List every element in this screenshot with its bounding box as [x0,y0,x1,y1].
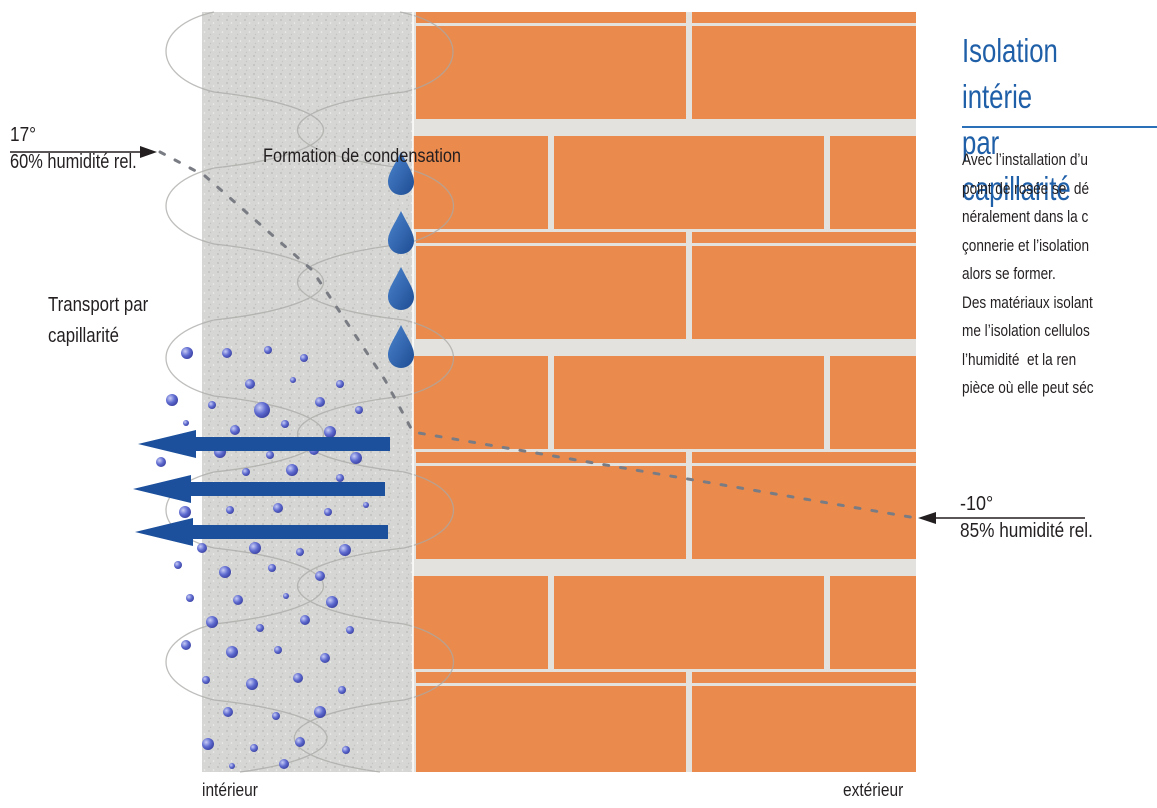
body-line: néralement dans la c [962,207,1089,226]
outside-humidity: 85% humidité rel. [960,520,1093,542]
dew-point-line [158,150,918,520]
moisture-bubble [286,464,298,476]
left-arrow-icon [138,430,390,458]
moisture-bubble [242,468,250,476]
moisture-bubble [300,354,308,362]
moisture-bubble [202,676,210,684]
panel-body: Avec l’installation d’u point de rosée s… [962,146,1094,403]
moisture-bubble [246,678,258,690]
moisture-bubble [279,759,289,769]
moisture-bubble [274,646,282,654]
body-line: çonnerie et l’isolation [962,235,1090,255]
insulation-fiber-loops [165,11,455,773]
moisture-bubble [174,561,182,569]
moisture-bubble [350,452,362,464]
panel-title-line: Isolation intérie [962,32,1058,115]
moisture-bubble [363,502,369,508]
panel-title-line: par capillarité [962,124,1071,207]
moisture-bubble [336,380,344,388]
moisture-bubble [226,506,234,514]
moisture-bubble [197,543,207,553]
moisture-bubble [222,348,232,358]
moisture-bubble [156,457,166,467]
moisture-bubbles [156,346,369,769]
moisture-bubble [181,640,191,650]
moisture-bubble [183,420,189,426]
body-line: me l’isolation cellulos [962,321,1090,340]
left-arrow-icon [135,518,388,546]
moisture-bubble [300,615,310,625]
moisture-bubble [283,593,289,599]
exterior-label: extérieur [843,780,904,800]
insulation-layer [202,12,413,772]
inside-temperature: 17° [10,124,37,146]
moisture-bubble [181,347,193,359]
moisture-bubble [268,564,276,572]
moisture-bubble [264,346,272,354]
interior-label: intérieur [202,780,258,800]
body-line: point de rosée se dé [962,178,1090,198]
moisture-bubble [186,594,194,602]
moisture-bubble [272,712,280,720]
moisture-bubble [355,406,363,414]
body-line: l’humidité et la ren [962,349,1077,369]
moisture-bubble [249,542,261,554]
moisture-bubble [296,548,304,556]
moisture-bubble [290,377,296,383]
water-drop-icon [388,267,414,310]
moisture-bubble [324,508,332,516]
water-drop-icon [388,152,414,195]
moisture-bubble [315,397,325,407]
moisture-bubble [281,420,289,428]
inside-pointer-arrow [10,146,157,158]
moisture-bubble [314,706,326,718]
capillary-transport-arrows [133,430,390,546]
moisture-bubble [338,686,346,694]
brick-wall [413,12,916,772]
condensation-label: Formation de condensation [263,146,462,167]
moisture-bubble [254,402,270,418]
outside-temperature: -10° [960,493,994,515]
moisture-bubble [346,626,354,634]
moisture-bubble [250,744,258,752]
capillary-transport-label: Transport par capillarité [48,294,149,347]
moisture-bubble [273,503,283,513]
moisture-bubble [266,451,274,459]
moisture-bubble [208,401,216,409]
moisture-bubble [219,566,231,578]
moisture-bubble [339,544,351,556]
inside-humidity: 60% humidité rel. [10,151,137,173]
body-line: alors se former. [962,264,1056,283]
moisture-bubble [226,646,238,658]
moisture-bubble [326,596,338,608]
moisture-bubble [295,737,305,747]
panel-divider [962,126,1157,128]
moisture-bubble [206,616,218,628]
outside-pointer-arrow [918,512,1085,524]
moisture-bubble [293,673,303,683]
body-line: Des matériaux isolant [962,292,1093,312]
moisture-bubble [324,426,336,438]
moisture-bubble [245,379,255,389]
moisture-bubble [336,474,344,482]
panel-title: Isolation intérie par capillarité [962,28,1114,212]
moisture-bubble [342,746,350,754]
moisture-bubble [229,763,235,769]
moisture-bubble [166,394,178,406]
moisture-bubble [202,738,214,750]
water-drop-icon [388,325,414,368]
moisture-bubble [315,571,325,581]
left-arrow-icon [133,475,385,503]
moisture-bubble [179,506,191,518]
body-line: pièce où elle peut séc [962,378,1094,397]
moisture-bubble [233,595,243,605]
moisture-bubble [320,653,330,663]
moisture-bubble [230,425,240,435]
water-drop-icon [388,211,414,254]
moisture-bubble [223,707,233,717]
moisture-bubble [256,624,264,632]
body-line: Avec l’installation d’u [962,150,1088,169]
